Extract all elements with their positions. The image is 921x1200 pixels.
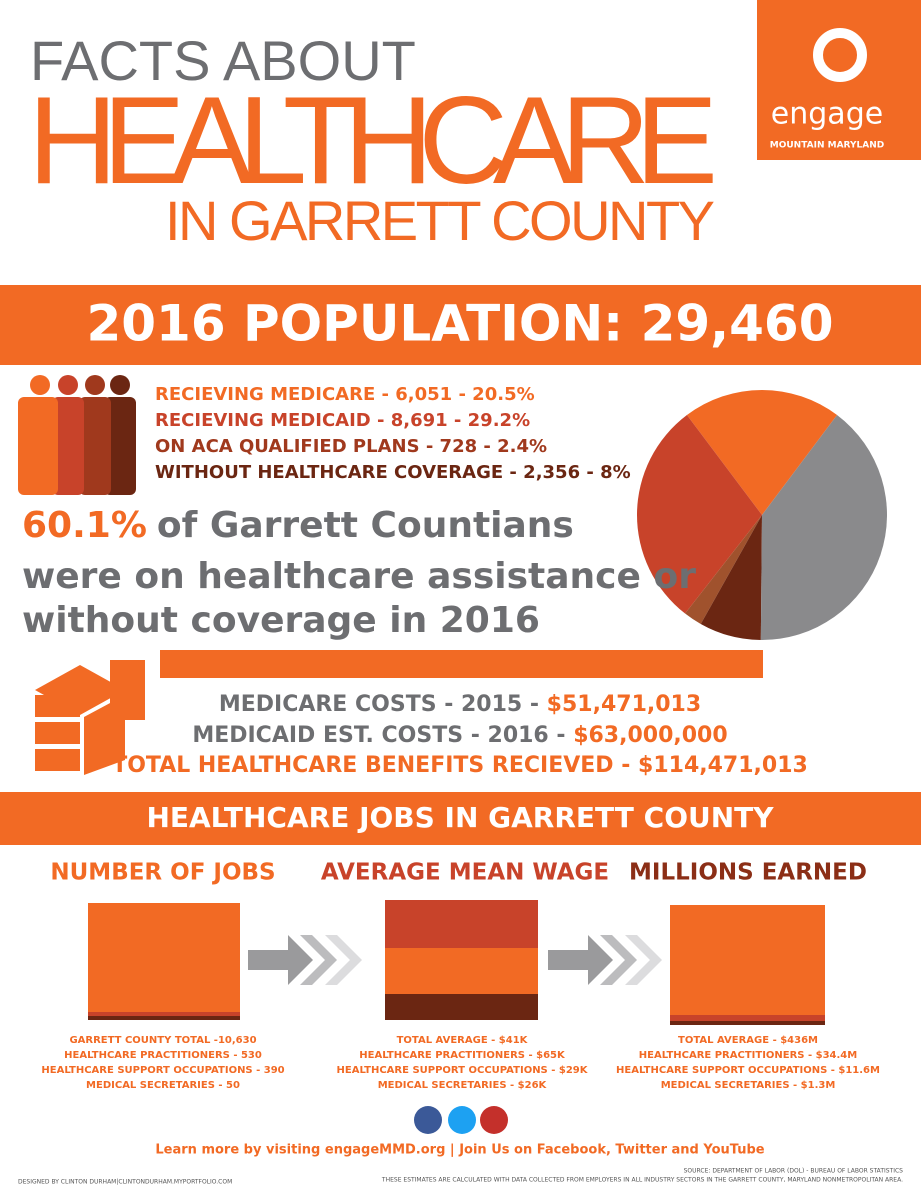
cost-label: MEDICARE COSTS - 2015 - <box>219 692 547 717</box>
pie-rest <box>760 415 888 640</box>
logo-icon <box>813 28 867 82</box>
note: THESE ESTIMATES ARE CALCULATED WITH DATA… <box>381 1177 903 1184</box>
pie-slice <box>637 415 762 614</box>
panel-item: HEALTHCARE SUPPORT OCCUPATIONS - $29K <box>337 1065 589 1076</box>
coverage-line: WITHOUT HEALTHCARE COVERAGE - 2,356 - 8% <box>155 462 631 483</box>
cost-line1: MEDICARE COSTS - 2015 - $51,471,013 <box>219 692 701 717</box>
cost-line2: MEDICAID EST. COSTS - 2016 - $63,000,000 <box>192 723 727 748</box>
cost-total: TOTAL HEALTHCARE BENEFITS RECIEVED - $11… <box>112 753 808 778</box>
title-line3: IN GARRETT COUNTY <box>165 189 715 252</box>
cost-value: $63,000,000 <box>573 723 727 748</box>
jobs-title: HEALTHCARE JOBS IN GARRETT COUNTY <box>146 801 774 834</box>
source: SOURCE: DEPARTMENT OF LABOR (DOL) - BURE… <box>684 1168 904 1175</box>
coverage-line: RECIEVING MEDICAID - 8,691 - 29.2% <box>155 410 530 431</box>
panel-item: MEDICAL SECRETARIES - $1.3M <box>661 1080 836 1091</box>
population: 2016 POPULATION: 29,460 <box>86 295 833 353</box>
panel-item: MEDICAL SECRETARIES - $26K <box>378 1080 548 1091</box>
arrows <box>248 935 662 985</box>
logo-tagline: MOUNTAIN MARYLAND <box>770 141 884 151</box>
panel-squares <box>88 900 825 1025</box>
panel-heading: AVERAGE MEAN WAGE <box>321 860 609 886</box>
assistance-text: of Garrett Countians <box>157 505 574 546</box>
panel-item: HEALTHCARE PRACTITIONERS - 530 <box>64 1050 262 1061</box>
twitter-icon[interactable] <box>448 1106 476 1134</box>
pie-slice <box>700 515 762 640</box>
assistance-line3: without coverage in 2016 <box>22 600 540 641</box>
panel-item: HEALTHCARE PRACTITIONERS - $65K <box>359 1050 566 1061</box>
money-icon <box>35 660 145 775</box>
panel-item: HEALTHCARE SUPPORT OCCUPATIONS - $11.6M <box>616 1065 880 1076</box>
panel-item: HEALTHCARE SUPPORT OCCUPATIONS - 390 <box>41 1065 284 1076</box>
panel-heading: MILLIONS EARNED <box>629 860 867 886</box>
panel-item: MEDICAL SECRETARIES - 50 <box>86 1080 240 1091</box>
youtube-icon[interactable] <box>480 1106 508 1134</box>
assistance-highlight: 60.1% <box>22 505 147 546</box>
cta[interactable]: Learn more by visiting engageMMD.org | J… <box>155 1143 764 1158</box>
panel-item: HEALTHCARE PRACTITIONERS - $34.4M <box>639 1050 857 1061</box>
title-line2: HEALTHCARE <box>28 72 718 210</box>
coverage-line: RECIEVING MEDICARE - 6,051 - 20.5% <box>155 384 535 405</box>
divider-bar <box>160 650 763 678</box>
coverage-line: ON ACA QUALIFIED PLANS - 728 - 2.4% <box>155 436 547 457</box>
facebook-icon[interactable] <box>414 1106 442 1134</box>
panel-item: TOTAL AVERAGE - $41K <box>397 1035 529 1046</box>
jobs-band <box>0 792 921 845</box>
assistance-line2: were on healthcare assistance or <box>22 556 696 597</box>
panel-item: GARRETT COUNTY TOTAL -10,630 <box>69 1035 256 1046</box>
assistance-line1: 60.1% of Garrett Countians <box>22 505 574 546</box>
pie-slice <box>686 389 838 515</box>
cost-value: $51,471,013 <box>547 692 701 717</box>
title-line1: FACTS ABOUT <box>30 29 416 92</box>
people-icon <box>18 375 136 495</box>
panel-item: TOTAL AVERAGE - $436M <box>678 1035 818 1046</box>
social-icons <box>414 1106 508 1134</box>
pie-slice <box>685 515 762 624</box>
cost-label: MEDICAID EST. COSTS - 2016 - <box>192 723 573 748</box>
designer-credit: DESIGNED BY CLINTON DURHAM|CLINTONDURHAM… <box>18 1179 232 1186</box>
logo-name: engage <box>771 97 883 132</box>
panel-heading: NUMBER OF JOBS <box>50 860 275 886</box>
population-band <box>0 285 921 365</box>
